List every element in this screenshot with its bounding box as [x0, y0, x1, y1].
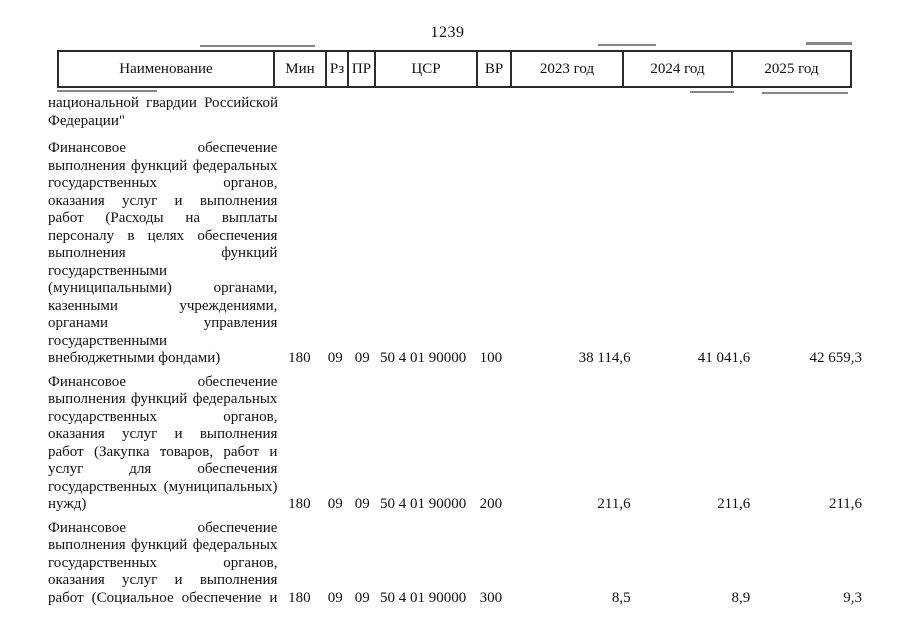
- cell-2023: 8,5: [611, 589, 631, 606]
- name-line: Федерации": [48, 112, 125, 129]
- name-line: государственных органов,: [48, 554, 278, 571]
- cell-name: Финансовое обеспечение выполнения функци…: [48, 374, 277, 514]
- name-line: государственными: [48, 262, 167, 279]
- cell-2025: 211,6: [828, 496, 863, 512]
- column-header-2025: 2025 год: [764, 60, 819, 77]
- cell-2023: 38 114,6: [578, 350, 631, 366]
- cell-name: Финансовое обеспечение выполнения функци…: [48, 520, 277, 608]
- table-body: национальной гвардии Российской Федераци…: [48, 95, 862, 607]
- name-line: работ (Социальное обеспечение и: [48, 589, 278, 606]
- scan-artifact: [762, 92, 848, 94]
- name-line: работ (Расходы на выплаты: [48, 210, 278, 226]
- scan-artifact: [598, 44, 656, 46]
- scan-artifact: [200, 45, 315, 47]
- cell-vr: 200: [479, 496, 503, 512]
- name-line: выполнения функций: [48, 245, 278, 261]
- column-header-min: Мин: [275, 52, 327, 86]
- column-header-vr: ВР: [478, 52, 512, 86]
- cell-csr: 50 4 01 90000: [379, 496, 467, 512]
- name-line: нужд): [48, 496, 87, 512]
- cell-name: Финансовое обеспечение выполнения функци…: [48, 140, 277, 368]
- cell-2025: 9,3: [843, 589, 863, 606]
- column-header-pr: ПР: [349, 52, 376, 86]
- cell-vr: 100: [479, 350, 503, 366]
- column-header-name: Наименование: [59, 52, 275, 86]
- scan-artifact: [57, 90, 157, 92]
- cell-rz: 09: [327, 350, 343, 366]
- column-header-rz: Рз: [327, 52, 349, 86]
- column-header-csr: ЦСР: [376, 52, 478, 86]
- cell-csr: 50 4 01 90000: [379, 589, 467, 606]
- scan-artifact: [690, 91, 734, 93]
- cell-vr: 300: [479, 589, 503, 606]
- cell-min: 180: [288, 350, 311, 366]
- table-row-vr-100: Финансовое обеспечение выполнения функци…: [48, 140, 862, 368]
- cell-pr: 09: [354, 496, 370, 512]
- column-header-2024: 2024 год: [624, 52, 733, 86]
- cell-pr: 09: [354, 589, 370, 606]
- cell-rz: 09: [327, 496, 343, 512]
- name-line: работ (Закупка товаров, работ и: [48, 443, 278, 460]
- name-line: выполнения функций федеральных: [48, 157, 278, 174]
- scan-artifact: [806, 42, 852, 45]
- name-line: Финансовое обеспечение: [48, 140, 278, 156]
- carryover-name-text: национальной гвардии Российской Федераци…: [48, 95, 278, 130]
- name-line: персоналу в целях обеспечения: [48, 227, 278, 244]
- cell-min: 180: [288, 496, 311, 512]
- table-row-vr-200: Финансовое обеспечение выполнения функци…: [48, 374, 862, 514]
- cell-2024: 8,9: [731, 589, 751, 606]
- cell-min: 180: [288, 589, 311, 606]
- cell-2025: 42 659,3: [809, 350, 863, 366]
- name-line: оказания услуг и выполнения: [48, 426, 278, 442]
- cell-2023: 211,6: [597, 496, 631, 512]
- name-line: государственных органов,: [48, 175, 278, 191]
- name-line: внебюджетными фондами): [48, 350, 221, 366]
- name-line: органами управления: [48, 315, 278, 331]
- table-header-row: Наименование Мин Рз ПР ЦСР ВР 2023 год 2…: [57, 50, 852, 88]
- name-line: государственных органов,: [48, 408, 278, 425]
- cell-2024: 211,6: [717, 496, 751, 512]
- name-line: государственных (муниципальных): [48, 478, 278, 495]
- name-line: выполнения функций федеральных: [48, 391, 278, 407]
- cell-2024: 41 041,6: [697, 350, 751, 366]
- table-row-vr-300: Финансовое обеспечение выполнения функци…: [48, 520, 862, 608]
- name-line: оказания услуг и выполнения: [48, 192, 278, 209]
- column-header-2023: 2023 год: [512, 52, 624, 86]
- name-line: Финансовое обеспечение: [48, 373, 278, 390]
- name-line: услуг для обеспечения: [48, 461, 278, 477]
- name-line: государственными: [48, 332, 167, 349]
- cell-rz: 09: [327, 589, 343, 606]
- name-line: Финансовое обеспечение: [48, 519, 278, 536]
- cell-pr: 09: [354, 350, 370, 366]
- name-line: выполнения функций федеральных: [48, 537, 278, 553]
- name-line: казенными учреждениями,: [48, 297, 278, 314]
- name-line: национальной гвардии Российской: [48, 95, 278, 111]
- page-number: 1239: [430, 24, 465, 41]
- name-line: оказания услуг и выполнения: [48, 572, 278, 588]
- name-line: (муниципальными) органами,: [48, 280, 278, 296]
- cell-csr: 50 4 01 90000: [379, 350, 467, 366]
